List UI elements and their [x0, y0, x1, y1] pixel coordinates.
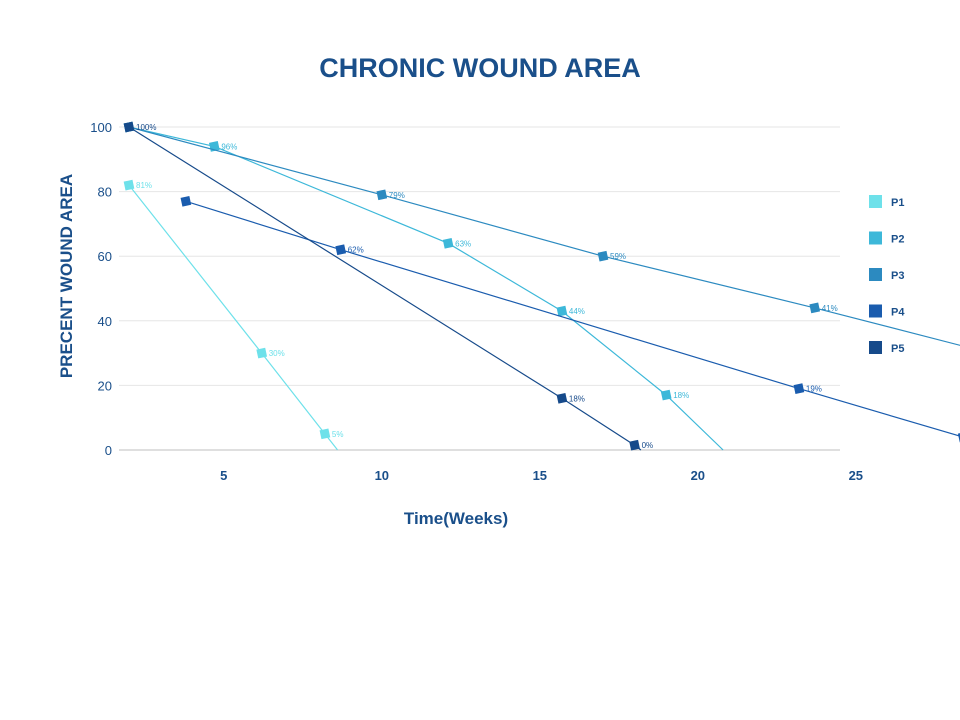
data-point-p2 [660, 389, 672, 401]
x-tick-label: 25 [849, 468, 863, 483]
series-line-p1 [128, 184, 339, 451]
legend-label-p3: P3 [891, 270, 904, 282]
legend-swatch-p3 [869, 268, 882, 281]
y-tick-label: 100 [90, 120, 112, 135]
series-line-p4 [185, 200, 960, 437]
chart-title: CHRONIC WOUND AREA [319, 53, 640, 83]
legend-label-p1: P1 [891, 197, 904, 209]
data-label-p2: 44% [569, 307, 585, 316]
x-tick-label: 15 [533, 468, 547, 483]
legend-swatch-p2 [869, 231, 882, 245]
axis-layer: 02040608010051015202530354045 [90, 120, 863, 483]
series-line-p2 [128, 126, 724, 451]
data-point-p4 [180, 195, 192, 207]
legend-swatch-p5 [869, 341, 882, 354]
y-tick-label: 0 [105, 443, 112, 458]
y-tick-label: 80 [98, 185, 112, 200]
data-label-p1: 81% [136, 181, 152, 190]
data-point-p1 [123, 179, 135, 191]
legend-label-p2: P2 [891, 234, 904, 246]
data-label-p3: 59% [610, 252, 626, 261]
y-tick-label: 60 [98, 249, 112, 264]
series-layer: 81%30%5%96%63%44%18%79%59%41%16%62%19%5%… [123, 121, 960, 451]
data-point-p2 [442, 237, 454, 249]
data-label-p2: 63% [455, 239, 471, 248]
legend-label-p4: P4 [891, 307, 905, 319]
data-label-p3: 79% [389, 191, 405, 200]
legend-swatch-p1 [869, 195, 882, 208]
data-label-p3: 41% [822, 304, 838, 313]
data-label-p1: 30% [269, 349, 285, 358]
data-point-p4 [335, 244, 347, 256]
x-axis-title: Time(Weeks) [404, 509, 508, 528]
data-point-p5 [556, 392, 568, 404]
data-label-p1: 5% [332, 430, 344, 439]
y-tick-label: 40 [98, 314, 112, 329]
x-tick-label: 5 [220, 468, 227, 483]
x-tick-label: 20 [691, 468, 705, 483]
legend: P1 P2 P3 P4 P5 [869, 195, 905, 355]
x-tick-label: 10 [375, 468, 389, 483]
data-label-p4: 19% [806, 385, 822, 394]
data-point-p1 [256, 347, 268, 359]
data-point-p3 [597, 250, 609, 262]
y-axis-title: PRECENT WOUND AREA [57, 174, 76, 378]
data-label-p5: 100% [136, 123, 156, 132]
data-point-p5 [629, 439, 640, 451]
data-point-p3 [376, 189, 388, 201]
data-point-p4 [793, 383, 805, 394]
data-label-p2: 18% [673, 391, 689, 400]
data-point-p1 [319, 428, 331, 440]
legend-label-p5: P5 [891, 343, 904, 355]
series-line-p3 [128, 126, 960, 346]
data-label-p4: 62% [348, 246, 364, 255]
legend-swatch-p4 [869, 304, 882, 318]
data-label-p5: 0% [642, 441, 654, 450]
data-point-p5 [123, 121, 135, 133]
data-point-p3 [809, 302, 821, 314]
data-label-p2: 96% [221, 142, 237, 151]
grid-layer [119, 126, 840, 386]
y-tick-label: 20 [98, 378, 112, 393]
data-point-p2 [556, 305, 568, 317]
data-label-p5: 18% [569, 394, 585, 403]
